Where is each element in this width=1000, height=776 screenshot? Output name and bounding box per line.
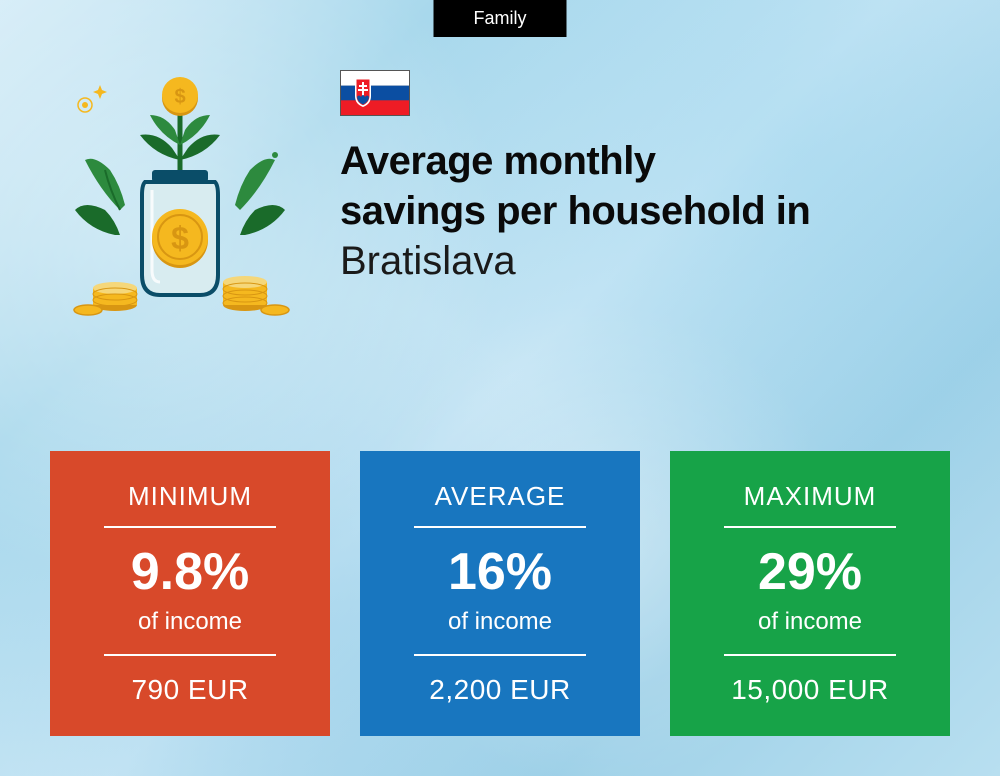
card-percentage: 16% (448, 546, 552, 598)
stat-card-maximum: MAXIMUM 29% of income 15,000 EUR (670, 451, 950, 736)
card-percentage: 29% (758, 546, 862, 598)
stat-cards-row: MINIMUM 9.8% of income 790 EUR AVERAGE 1… (50, 451, 950, 736)
slovakia-flag-icon (340, 70, 410, 116)
card-sublabel: of income (138, 608, 242, 636)
card-amount: 790 EUR (131, 674, 248, 706)
header-section: $ $ (60, 60, 940, 320)
card-label: MINIMUM (128, 481, 252, 512)
savings-jar-illustration: $ $ (60, 60, 300, 320)
category-badge: Family (434, 0, 567, 37)
category-label: Family (474, 8, 527, 28)
card-amount: 15,000 EUR (731, 674, 889, 706)
card-label: MAXIMUM (744, 481, 877, 512)
card-sublabel: of income (448, 608, 552, 636)
stat-card-minimum: MINIMUM 9.8% of income 790 EUR (50, 451, 330, 736)
card-label: AVERAGE (435, 481, 566, 512)
card-sublabel: of income (758, 608, 862, 636)
svg-text:$: $ (174, 86, 185, 108)
card-divider (724, 526, 897, 528)
title-line-1: Average monthly (340, 136, 940, 186)
card-percentage: 9.8% (131, 546, 250, 598)
title-location: Bratislava (340, 236, 940, 286)
card-divider (104, 526, 277, 528)
card-divider (724, 654, 897, 656)
title-block: Average monthly savings per household in… (340, 60, 940, 286)
title-line-2: savings per household in (340, 186, 940, 236)
svg-text:$: $ (171, 220, 189, 256)
card-divider (414, 526, 587, 528)
stat-card-average: AVERAGE 16% of income 2,200 EUR (360, 451, 640, 736)
card-divider (414, 654, 587, 656)
card-divider (104, 654, 277, 656)
card-amount: 2,200 EUR (429, 674, 570, 706)
